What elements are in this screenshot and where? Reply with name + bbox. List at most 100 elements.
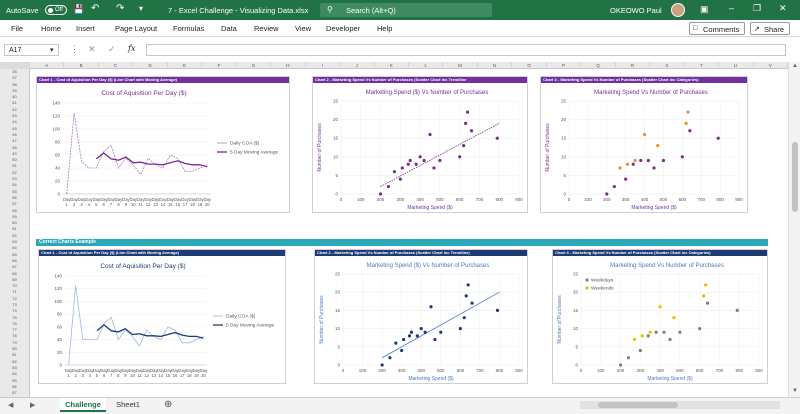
tab-home[interactable]: Home bbox=[41, 24, 62, 33]
row-header[interactable]: 39 bbox=[12, 87, 17, 93]
row-header[interactable]: 37 bbox=[12, 75, 17, 81]
row-header[interactable]: 49 bbox=[12, 150, 17, 156]
row-header[interactable]: 72 bbox=[12, 295, 17, 301]
row-header[interactable]: 42 bbox=[12, 106, 17, 112]
row-header[interactable]: 63 bbox=[12, 239, 17, 245]
row-header[interactable]: 40 bbox=[12, 94, 17, 100]
row-header[interactable]: 77 bbox=[12, 327, 17, 333]
row-header[interactable]: 52 bbox=[12, 169, 17, 175]
tab-data[interactable]: Data bbox=[221, 24, 237, 33]
row-header[interactable]: 75 bbox=[12, 314, 17, 320]
enter-icon[interactable]: ✓ bbox=[108, 44, 116, 54]
row-header[interactable]: 67 bbox=[12, 264, 17, 270]
column-header[interactable]: A bbox=[30, 62, 65, 69]
row-header[interactable]: 60 bbox=[12, 220, 17, 226]
chart-1-challenge[interactable]: Chart 1 - Cost of Aquisition Per Day ($)… bbox=[36, 76, 290, 213]
column-header[interactable]: E bbox=[168, 62, 203, 69]
autosave-toggle[interactable]: Off bbox=[45, 5, 67, 15]
chart-2-challenge[interactable]: Chart 2 - Marketing Spend Vs Number of P… bbox=[312, 76, 528, 213]
row-header[interactable]: 41 bbox=[12, 100, 17, 106]
column-header[interactable]: U bbox=[719, 62, 754, 69]
tab-help[interactable]: Help bbox=[377, 24, 393, 33]
search-box[interactable]: ⚲ Search (Alt+Q) bbox=[320, 3, 492, 17]
save-icon[interactable]: 💾 bbox=[73, 4, 85, 14]
row-header[interactable]: 65 bbox=[12, 251, 17, 257]
row-header[interactable]: 85 bbox=[12, 377, 17, 383]
row-header[interactable]: 80 bbox=[12, 346, 17, 352]
ribbon-display-icon[interactable]: ▣ bbox=[700, 4, 709, 14]
row-header[interactable]: 51 bbox=[12, 163, 17, 169]
tab-insert[interactable]: Insert bbox=[76, 24, 95, 33]
row-header[interactable]: 73 bbox=[12, 301, 17, 307]
undo-icon[interactable]: ↶ bbox=[91, 3, 100, 14]
worksheet-grid[interactable]: Chart 1 - Cost of Aquisition Per Day ($)… bbox=[30, 69, 788, 397]
prev-sheet-icon[interactable]: ◀ bbox=[8, 402, 14, 409]
row-header[interactable]: 83 bbox=[12, 364, 17, 370]
row-header[interactable]: 53 bbox=[12, 176, 17, 182]
row-header[interactable]: 55 bbox=[12, 188, 17, 194]
next-sheet-icon[interactable]: ▶ bbox=[30, 402, 36, 409]
column-header[interactable]: C bbox=[99, 62, 134, 69]
close-icon[interactable]: ✕ bbox=[779, 3, 787, 13]
column-header[interactable]: P bbox=[547, 62, 582, 69]
scroll-thumb[interactable] bbox=[792, 142, 798, 212]
column-header[interactable]: G bbox=[237, 62, 272, 69]
row-header[interactable]: 46 bbox=[12, 131, 17, 137]
tab-page-layout[interactable]: Page Layout bbox=[115, 24, 158, 33]
horizontal-scroll-thumb[interactable] bbox=[598, 402, 678, 408]
scroll-up-icon[interactable]: ▲ bbox=[792, 63, 798, 69]
row-header[interactable]: 38 bbox=[12, 81, 17, 87]
column-header[interactable]: J bbox=[340, 62, 375, 69]
column-header[interactable]: Q bbox=[581, 62, 616, 69]
row-header[interactable]: 71 bbox=[12, 289, 17, 295]
row-header[interactable]: 50 bbox=[12, 157, 17, 163]
row-header[interactable]: 66 bbox=[12, 257, 17, 263]
minimize-icon[interactable]: – bbox=[729, 3, 735, 13]
vertical-scrollbar[interactable]: ▲ ▼ bbox=[788, 62, 800, 397]
sheet-tab-sheet1[interactable]: Sheet1 bbox=[116, 400, 140, 409]
column-header[interactable]: D bbox=[133, 62, 168, 69]
row-header[interactable]: 62 bbox=[12, 232, 17, 238]
row-header[interactable]: 70 bbox=[12, 283, 17, 289]
avatar[interactable] bbox=[671, 3, 685, 17]
tab-formulas[interactable]: Formulas bbox=[173, 24, 205, 33]
chart-3-challenge[interactable]: Chart 3 - Marketing Spend Vs Number of P… bbox=[540, 76, 748, 213]
chart-2-correct[interactable]: Chart 2 - Marketing Spend Vs Number of P… bbox=[314, 249, 528, 384]
row-header[interactable]: 59 bbox=[12, 213, 17, 219]
row-header[interactable]: 48 bbox=[12, 144, 17, 150]
add-sheet-icon[interactable]: ⊕ bbox=[164, 399, 173, 410]
sheet-tab-challenge[interactable]: Challenge bbox=[60, 398, 106, 412]
row-header[interactable]: 54 bbox=[12, 182, 17, 188]
row-header[interactable]: 82 bbox=[12, 358, 17, 364]
row-header[interactable]: 56 bbox=[12, 194, 17, 200]
row-header[interactable]: 84 bbox=[12, 371, 17, 377]
column-header[interactable]: B bbox=[64, 62, 99, 69]
row-header[interactable]: 68 bbox=[12, 270, 17, 276]
chart-3-correct[interactable]: Chart 3 - Marketing Spend Vs Number of P… bbox=[552, 249, 768, 384]
row-header[interactable]: 45 bbox=[12, 125, 17, 131]
tab-file[interactable]: File bbox=[11, 24, 24, 33]
name-box[interactable]: A17 ▾ bbox=[4, 44, 59, 56]
row-header[interactable]: 88 bbox=[0, 396, 29, 397]
row-header[interactable]: 76 bbox=[12, 320, 17, 326]
row-header[interactable]: 47 bbox=[12, 138, 17, 144]
chart-1-correct[interactable]: Chart 1 - Cost of Aquisition Per Day ($)… bbox=[38, 249, 286, 384]
tab-review[interactable]: Review bbox=[254, 24, 279, 33]
row-header[interactable]: 58 bbox=[12, 207, 17, 213]
row-header[interactable]: 86 bbox=[12, 383, 17, 389]
insert-function-icon[interactable]: fx bbox=[128, 44, 136, 53]
column-header[interactable]: N bbox=[478, 62, 513, 69]
select-all[interactable] bbox=[0, 62, 30, 69]
column-header[interactable]: I bbox=[306, 62, 341, 69]
column-header[interactable]: F bbox=[202, 62, 237, 69]
redo-icon[interactable]: ↷ bbox=[116, 3, 125, 14]
column-header[interactable]: H bbox=[271, 62, 306, 69]
column-header[interactable]: T bbox=[685, 62, 720, 69]
row-header[interactable]: 61 bbox=[12, 226, 17, 232]
row-header[interactable]: 69 bbox=[12, 276, 17, 282]
customize-icon[interactable]: ▾ bbox=[139, 4, 144, 13]
column-header[interactable]: V bbox=[754, 62, 788, 69]
row-header[interactable]: 36 bbox=[12, 69, 17, 74]
column-header[interactable]: R bbox=[616, 62, 651, 69]
column-header[interactable]: O bbox=[512, 62, 547, 69]
